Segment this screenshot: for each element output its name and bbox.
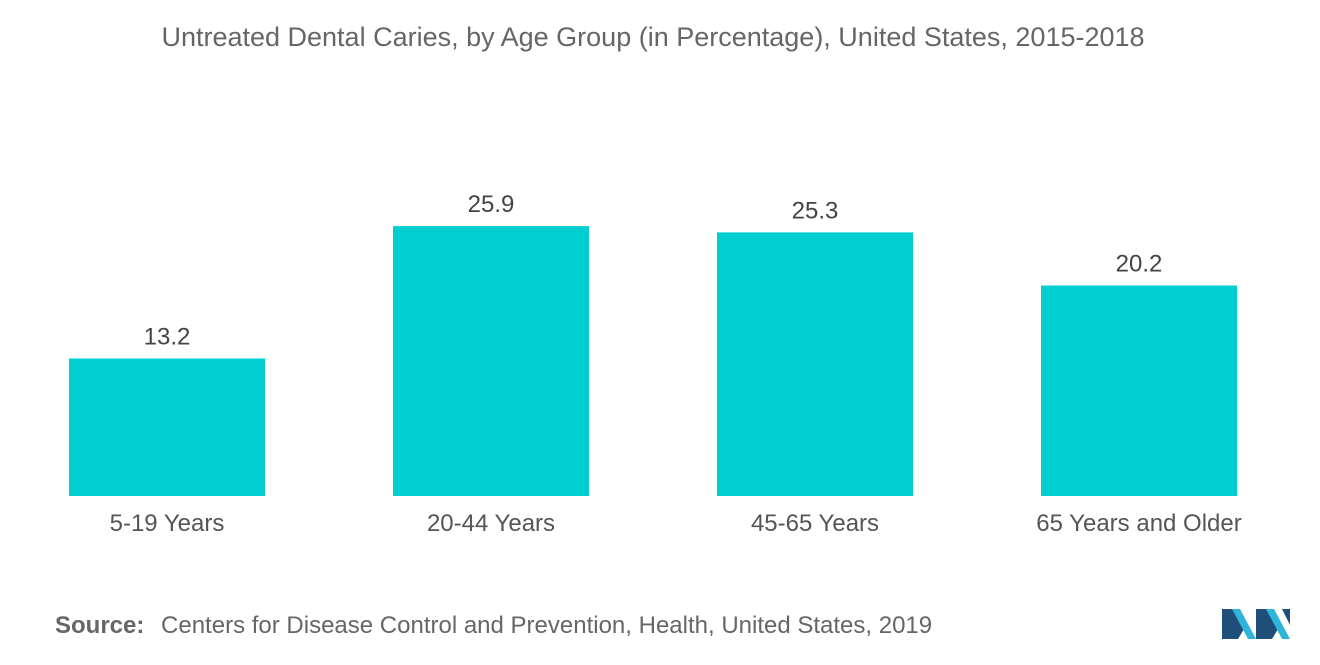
bar-4 (1041, 285, 1237, 496)
source-note: Source: Centers for Disease Control and … (55, 612, 932, 640)
source-text: Centers for Disease Control and Preventi… (161, 612, 933, 639)
bar-2 (393, 226, 589, 496)
data-label-2: 25.9 (468, 191, 515, 218)
x-tick-label-2: 20-44 Years (427, 510, 555, 537)
chart-title: Untreated Dental Caries, by Age Group (i… (161, 22, 1145, 52)
mordor-intelligence-logo-icon (1222, 609, 1290, 639)
data-label-1: 13.2 (144, 323, 191, 350)
source-label: Source: (55, 612, 145, 639)
data-label-4: 20.2 (1116, 251, 1163, 278)
x-tick-label-1: 5-19 Years (110, 510, 225, 537)
bar-3 (717, 232, 913, 496)
bar-1 (69, 358, 265, 496)
x-tick-label-3: 45-65 Years (751, 510, 879, 537)
x-tick-label-4: 65 Years and Older (1036, 510, 1242, 537)
data-label-3: 25.3 (792, 197, 839, 224)
